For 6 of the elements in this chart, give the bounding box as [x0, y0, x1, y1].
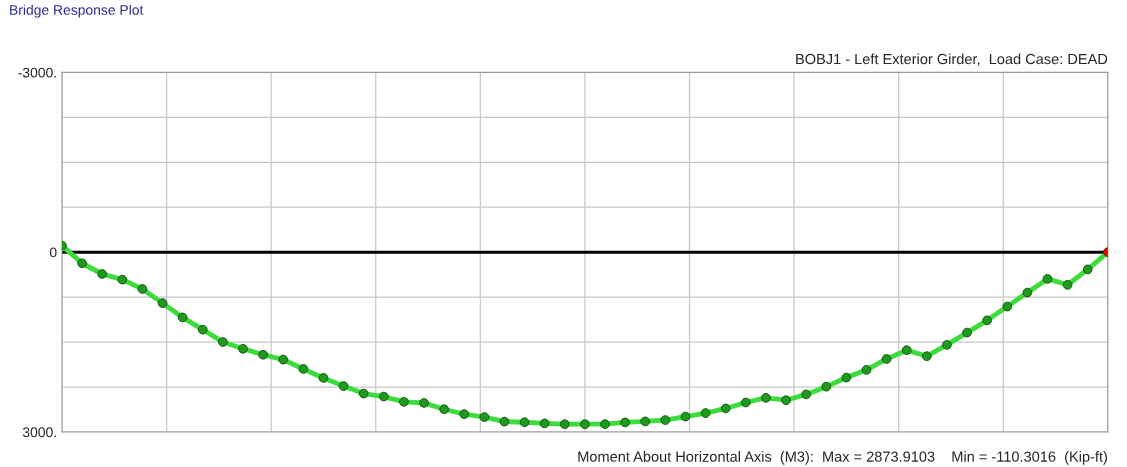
chart-title: BOBJ1 - Left Exterior Girder, Load Case: DEAD — [796, 53, 1108, 66]
y-tick-label: 3000. — [22, 427, 56, 438]
y-tick-label: -3000. — [18, 67, 56, 78]
y-tick-label: 0 — [49, 247, 57, 258]
text: Moment About Horizontal Axis (M3): Max = 2873.9103 Min = -110.3016 (Kip-ft) — [578, 451, 1107, 465]
text: Bridge Response Plot — [10, 4, 144, 18]
